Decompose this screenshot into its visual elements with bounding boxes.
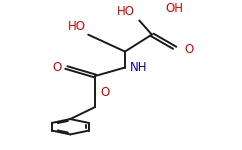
Text: O: O	[52, 61, 61, 74]
Text: NH: NH	[130, 61, 147, 74]
Text: OH: OH	[166, 2, 184, 15]
Text: HO: HO	[116, 5, 135, 18]
Text: O: O	[184, 43, 194, 56]
Text: HO: HO	[68, 20, 86, 33]
Text: O: O	[100, 86, 109, 99]
